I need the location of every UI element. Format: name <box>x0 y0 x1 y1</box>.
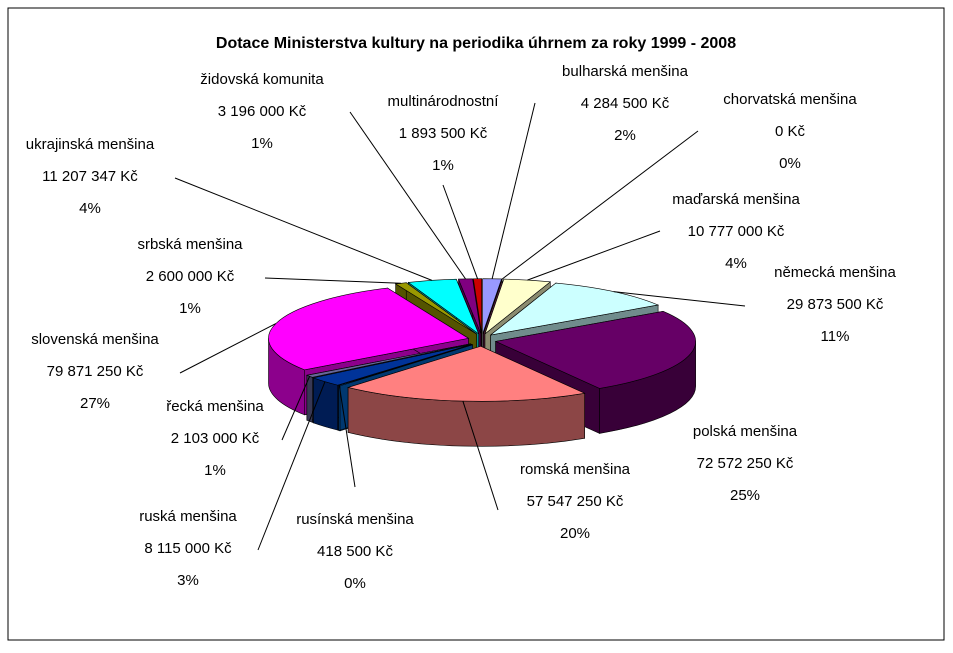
slice <box>494 311 696 389</box>
leader-line <box>338 385 356 488</box>
leader-line <box>281 376 311 441</box>
data-label: 0% <box>344 575 366 592</box>
leader-line <box>442 184 478 279</box>
data-label: romská menšina <box>520 461 631 478</box>
data-label: 11 207 347 Kč <box>42 168 138 185</box>
slice <box>407 278 480 335</box>
data-label: 1% <box>204 462 226 479</box>
slice <box>312 343 472 386</box>
slice-side <box>313 377 339 431</box>
slice <box>458 278 482 334</box>
slice <box>394 282 477 335</box>
data-label: 57 547 250 Kč <box>527 493 624 510</box>
leader-line <box>613 291 746 307</box>
data-label: 1% <box>251 135 273 152</box>
data-label: německá menšina <box>774 264 896 281</box>
slice-side <box>338 385 341 432</box>
data-label: 3% <box>177 572 199 589</box>
data-label: 2% <box>614 127 636 144</box>
data-label: 72 572 250 Kč <box>697 455 794 472</box>
data-label: 4% <box>725 255 747 272</box>
data-label: 3 196 000 Kč <box>218 103 307 120</box>
data-label: srbská menšina <box>137 236 243 253</box>
data-label: 2 103 000 Kč <box>171 430 260 447</box>
slice <box>268 287 470 371</box>
data-label: maďarská menšina <box>672 191 800 208</box>
slice <box>484 278 552 335</box>
data-label: multinárodnostní <box>388 93 500 110</box>
data-label: 0% <box>779 155 801 172</box>
data-label: 29 873 500 Kč <box>787 296 884 313</box>
data-label: židovská komunita <box>200 71 324 88</box>
data-label: 4 284 500 Kč <box>581 95 670 112</box>
leader-line <box>257 381 326 551</box>
leader-line <box>462 400 499 511</box>
data-label: 11% <box>821 328 850 345</box>
data-label: bulharská menšina <box>562 63 689 80</box>
chart-title: Dotace Ministerstva kultury na periodika… <box>216 35 736 52</box>
data-label: 20% <box>560 525 590 542</box>
data-label: 2 600 000 Kč <box>146 268 235 285</box>
data-label: 4% <box>79 200 101 217</box>
data-label: 418 500 Kč <box>317 543 393 560</box>
data-label: slovenská menšina <box>31 331 159 348</box>
leader-line <box>527 230 661 281</box>
data-label: 1% <box>432 157 454 174</box>
data-label: 8 115 000 Kč <box>144 540 232 557</box>
leader-line <box>491 102 536 279</box>
leader-line <box>264 277 401 284</box>
data-label: 1% <box>179 300 201 317</box>
data-label: chorvatská menšina <box>723 91 857 108</box>
data-label: 1 893 500 Kč <box>399 125 488 142</box>
leader-line <box>501 130 699 280</box>
slice <box>490 282 660 336</box>
data-label: rusínská menšina <box>296 511 414 528</box>
data-label: polská menšina <box>693 423 798 440</box>
data-label: 79 871 250 Kč <box>47 363 144 380</box>
data-label: 27% <box>80 395 110 412</box>
data-label: 25% <box>730 487 760 504</box>
leader-line <box>179 323 277 374</box>
data-label: ukrajinská menšina <box>26 136 155 153</box>
leader-line <box>174 177 433 281</box>
data-label: řecká menšina <box>166 398 264 415</box>
data-label: ruská menšina <box>139 508 237 525</box>
data-label: 0 Kč <box>775 123 806 140</box>
data-label: 10 777 000 Kč <box>688 223 785 240</box>
leader-line <box>349 111 466 280</box>
